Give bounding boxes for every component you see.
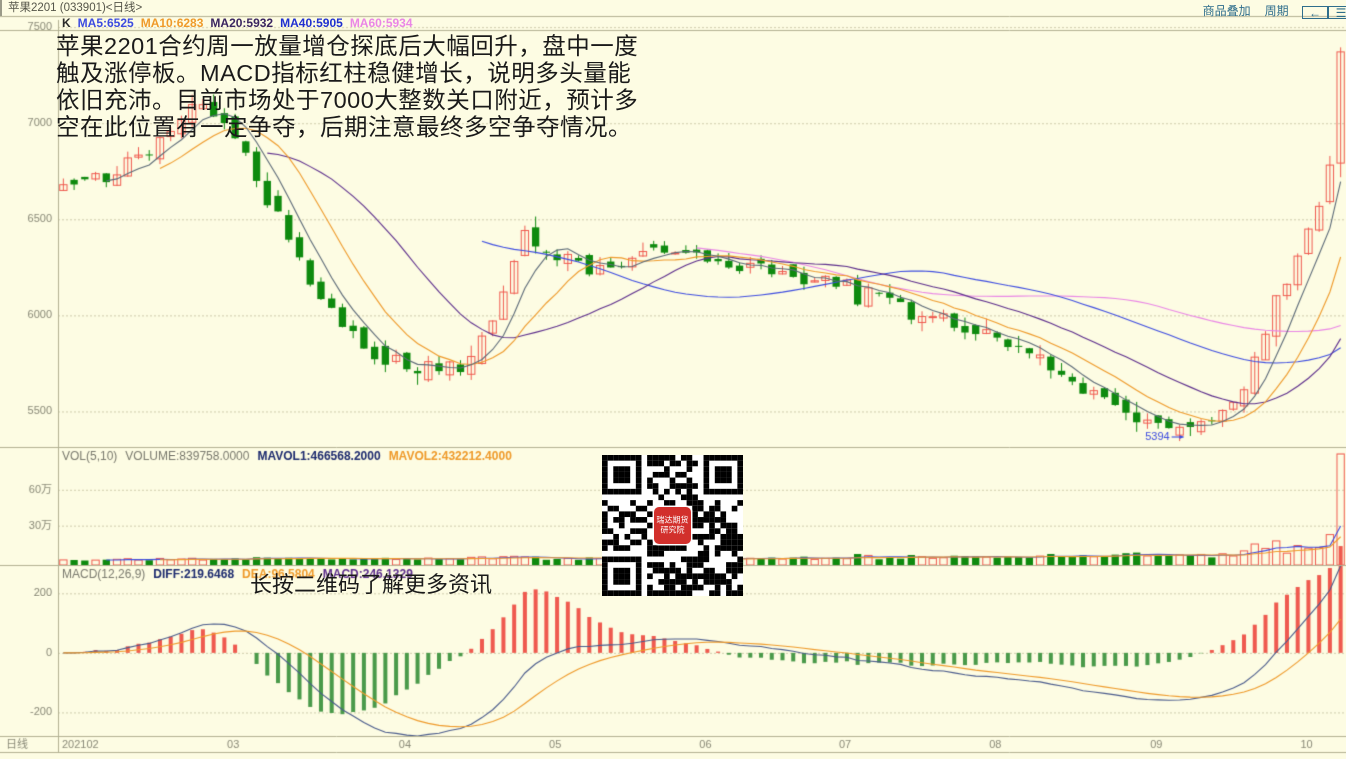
svg-text:瑞达期货: 瑞达期货 [657,515,689,525]
svg-text:研究院: 研究院 [661,525,685,535]
